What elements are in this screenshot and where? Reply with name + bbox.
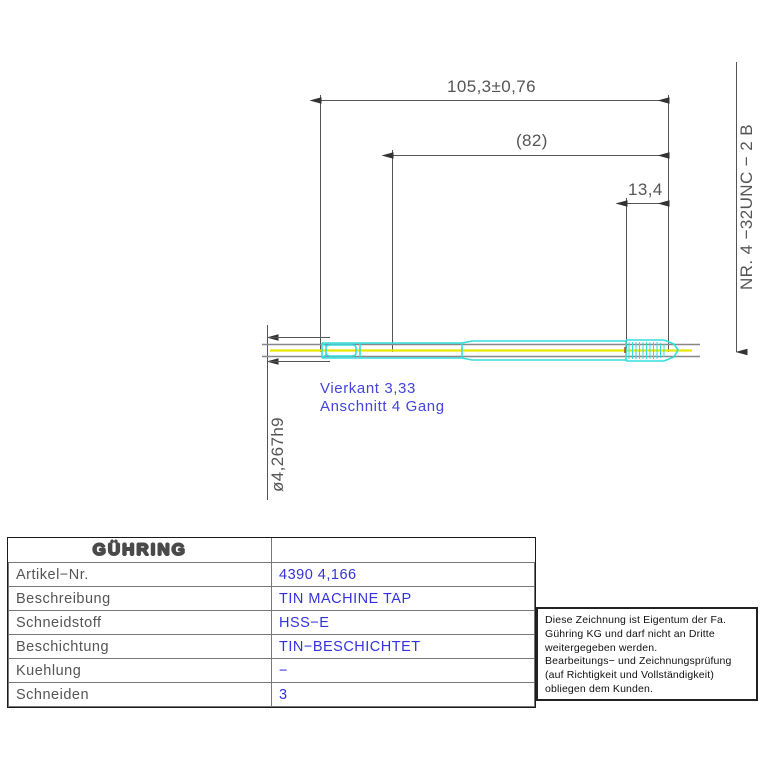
- row-value-beschreibung: TIN MACHINE TAP: [271, 586, 535, 611]
- row-value-beschichtung: TIN−BESCHICHTET: [271, 634, 535, 659]
- row-value-kuehlung: −: [271, 658, 535, 683]
- table-row: Schneidstoff HSS−E: [8, 610, 535, 635]
- dimension-shank-diameter: ø4,267h9: [268, 416, 287, 492]
- dimension-thread-length: 13,4: [628, 180, 663, 199]
- note-vierkant: Vierkant 3,33: [320, 380, 416, 397]
- logo-row: GÜHRING: [8, 538, 535, 563]
- guehring-logo: GÜHRING: [92, 540, 187, 560]
- notice-line-4: Bearbeitungs− und Zeichnungsprüfung: [545, 655, 732, 668]
- dimension-thread-to-shoulder: (82): [516, 131, 548, 150]
- row-value-artikel-nr: 4390 4,166: [271, 562, 535, 587]
- logo-cell: GÜHRING: [8, 538, 272, 563]
- note-anschnitt: Anschnitt 4 Gang: [320, 398, 445, 415]
- table-row: Beschichtung TIN−BESCHICHTET: [8, 634, 535, 659]
- row-value-schneidstoff: HSS−E: [271, 610, 535, 635]
- copyright-notice: Diese Zeichnung ist Eigentum der Fa. Güh…: [536, 607, 758, 701]
- notice-line-3: weitergegeben werden.: [545, 641, 658, 654]
- tool-tap: [262, 339, 700, 362]
- table-row: Beschreibung TIN MACHINE TAP: [8, 586, 535, 611]
- logo-blank-cell: [271, 538, 535, 563]
- table-row: Kuehlung −: [8, 658, 535, 683]
- row-label-schneiden: Schneiden: [8, 682, 272, 707]
- row-label-beschichtung: Beschichtung: [8, 634, 272, 659]
- row-label-schneidstoff: Schneidstoff: [8, 610, 272, 635]
- row-value-schneiden: 3: [271, 682, 535, 707]
- thread-specification: NR. 4 −32UNC − 2 B: [737, 124, 756, 290]
- thread-hatching: [628, 342, 665, 359]
- row-label-artikel-nr: Artikel−Nr.: [8, 562, 272, 587]
- notice-line-1: Diese Zeichnung ist Eigentum der Fa.: [545, 614, 727, 626]
- notice-line-5: (auf Richtigkeit und Vollständigkeit): [545, 669, 714, 682]
- extension-lines: [320, 95, 669, 352]
- notice-line-6: obliegen dem Kunden.: [545, 682, 654, 695]
- dimension-overall-length: 105,3±0,76: [447, 77, 536, 96]
- dimension-lines: [309, 97, 670, 207]
- row-label-kuehlung: Kuehlung: [8, 658, 272, 683]
- table-row: Schneiden 3: [8, 682, 535, 707]
- notice-line-2: Gühring KG und darf nicht an Dritte: [545, 627, 715, 640]
- title-block: GÜHRING Artikel−Nr. 4390 4,166 Beschreib…: [7, 537, 536, 708]
- table-row: Artikel−Nr. 4390 4,166: [8, 562, 535, 587]
- title-block-table: GÜHRING Artikel−Nr. 4390 4,166 Beschreib…: [8, 538, 535, 707]
- title-block-body: GÜHRING Artikel−Nr. 4390 4,166 Beschreib…: [8, 538, 535, 707]
- row-label-beschreibung: Beschreibung: [8, 586, 272, 611]
- dimension-diameter: [266, 325, 330, 500]
